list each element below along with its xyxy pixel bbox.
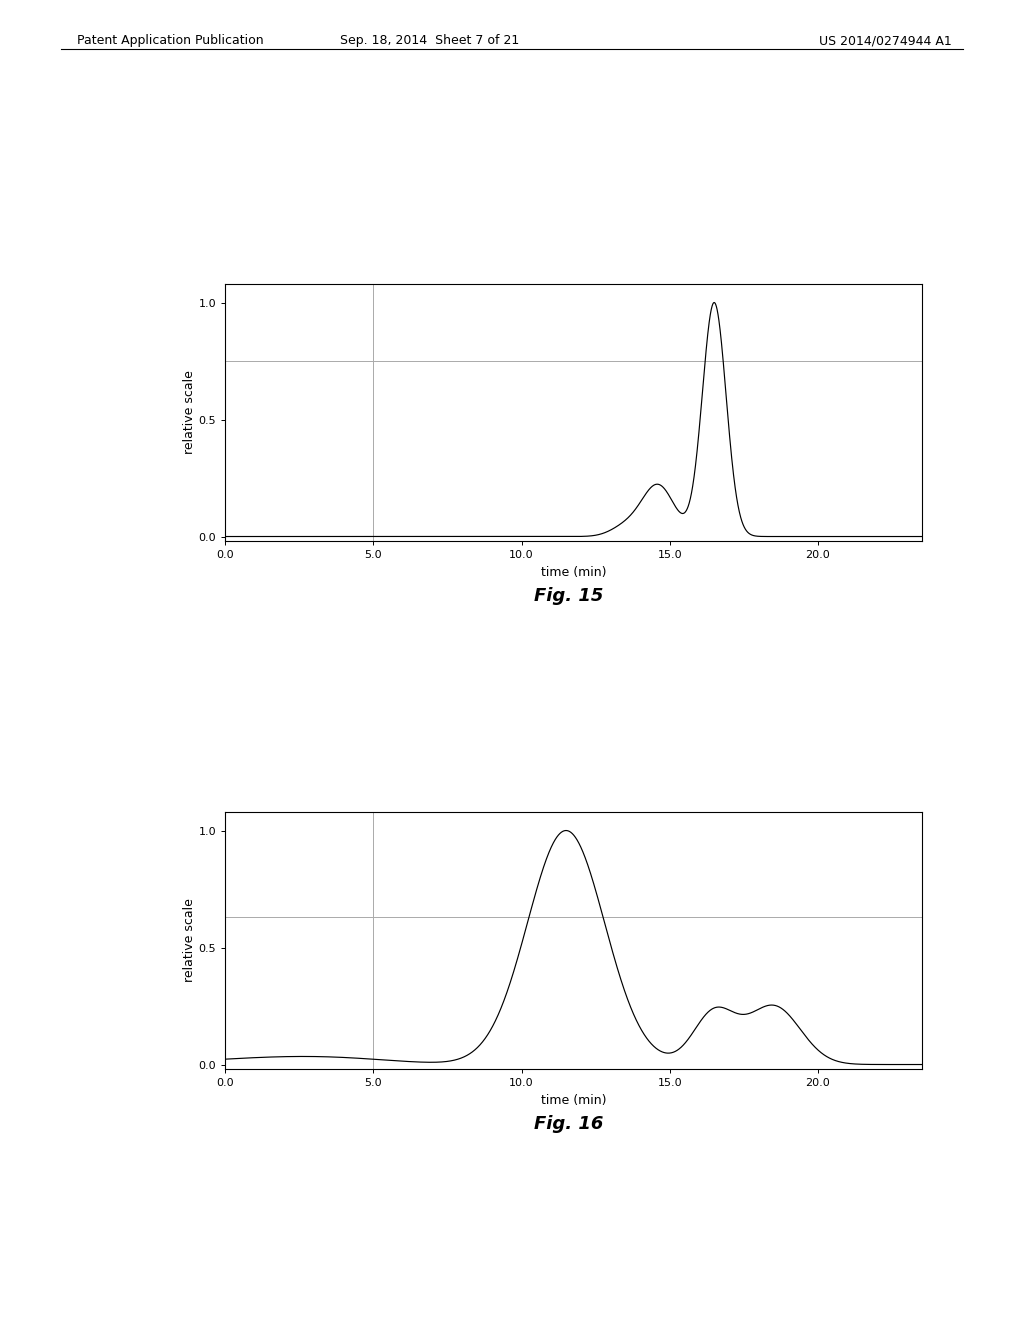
Y-axis label: relative scale: relative scale [183,371,196,454]
X-axis label: time (min): time (min) [541,566,606,578]
Y-axis label: relative scale: relative scale [183,899,196,982]
Text: US 2014/0274944 A1: US 2014/0274944 A1 [819,34,952,48]
Text: Patent Application Publication: Patent Application Publication [77,34,263,48]
Text: Sep. 18, 2014  Sheet 7 of 21: Sep. 18, 2014 Sheet 7 of 21 [340,34,520,48]
X-axis label: time (min): time (min) [541,1094,606,1106]
Text: Fig. 16: Fig. 16 [534,1115,603,1134]
Text: Fig. 15: Fig. 15 [534,587,603,606]
